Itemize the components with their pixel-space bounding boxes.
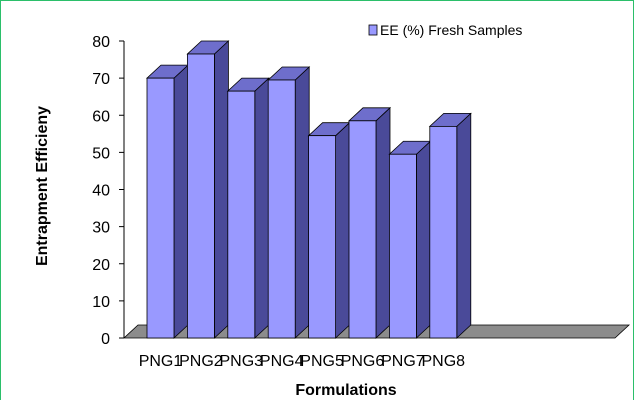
legend-swatch — [368, 24, 378, 36]
bar-side — [456, 112, 472, 339]
x-tick-label: PNG7 — [381, 353, 425, 370]
y-tick-label: 70 — [92, 71, 110, 88]
bar-png4 — [267, 66, 311, 339]
bar-side — [375, 106, 391, 339]
bar-front — [267, 79, 296, 339]
x-tick-label: PNG1 — [139, 353, 183, 370]
bar-png2 — [186, 40, 230, 339]
y-tick-label: 30 — [92, 220, 110, 237]
x-tick-label: PNG3 — [220, 353, 264, 370]
bar-side — [213, 40, 229, 339]
y-axis-title: Entrapment Efficieny — [34, 106, 51, 266]
x-tick-label: PNG2 — [179, 353, 223, 370]
x-axis-title: Formulations — [295, 382, 396, 399]
y-tick-label: 0 — [101, 331, 110, 348]
bar-side — [294, 66, 310, 339]
bar-side — [335, 121, 351, 339]
bar-front — [146, 77, 175, 339]
y-tick-label: 60 — [92, 108, 110, 125]
bar-png6 — [347, 106, 392, 339]
bars — [145, 40, 472, 339]
y-tick-label: 10 — [92, 294, 110, 311]
x-tick-label: PNG6 — [341, 353, 385, 370]
y-axis: 0 10 20 30 40 50 60 70 80 — [92, 34, 125, 348]
bar-front — [348, 120, 377, 339]
legend-label: EE (%) Fresh Samples — [380, 22, 522, 38]
bar-side — [173, 64, 189, 339]
bar-side — [254, 77, 270, 339]
x-tick-label: PNG8 — [422, 353, 466, 370]
bar-front — [227, 90, 256, 339]
bar-png1 — [145, 64, 190, 339]
bar-front — [308, 135, 337, 339]
y-tick-label: 50 — [92, 145, 110, 162]
y-tick-label: 20 — [92, 257, 110, 274]
x-tick-label: PNG4 — [260, 353, 304, 370]
bar-front — [388, 153, 417, 339]
y-tick-label: 80 — [92, 34, 110, 51]
bar-side — [415, 140, 431, 339]
bar-front — [429, 125, 458, 339]
bar-png3 — [226, 77, 270, 339]
bar-front — [186, 53, 215, 339]
legend: EE (%) Fresh Samples — [368, 22, 522, 38]
x-tick-label: PNG5 — [300, 353, 344, 370]
bar-png8 — [428, 112, 472, 339]
bar-png7 — [388, 140, 432, 339]
y-tick-label: 40 — [92, 183, 110, 200]
bar-png5 — [307, 121, 351, 339]
